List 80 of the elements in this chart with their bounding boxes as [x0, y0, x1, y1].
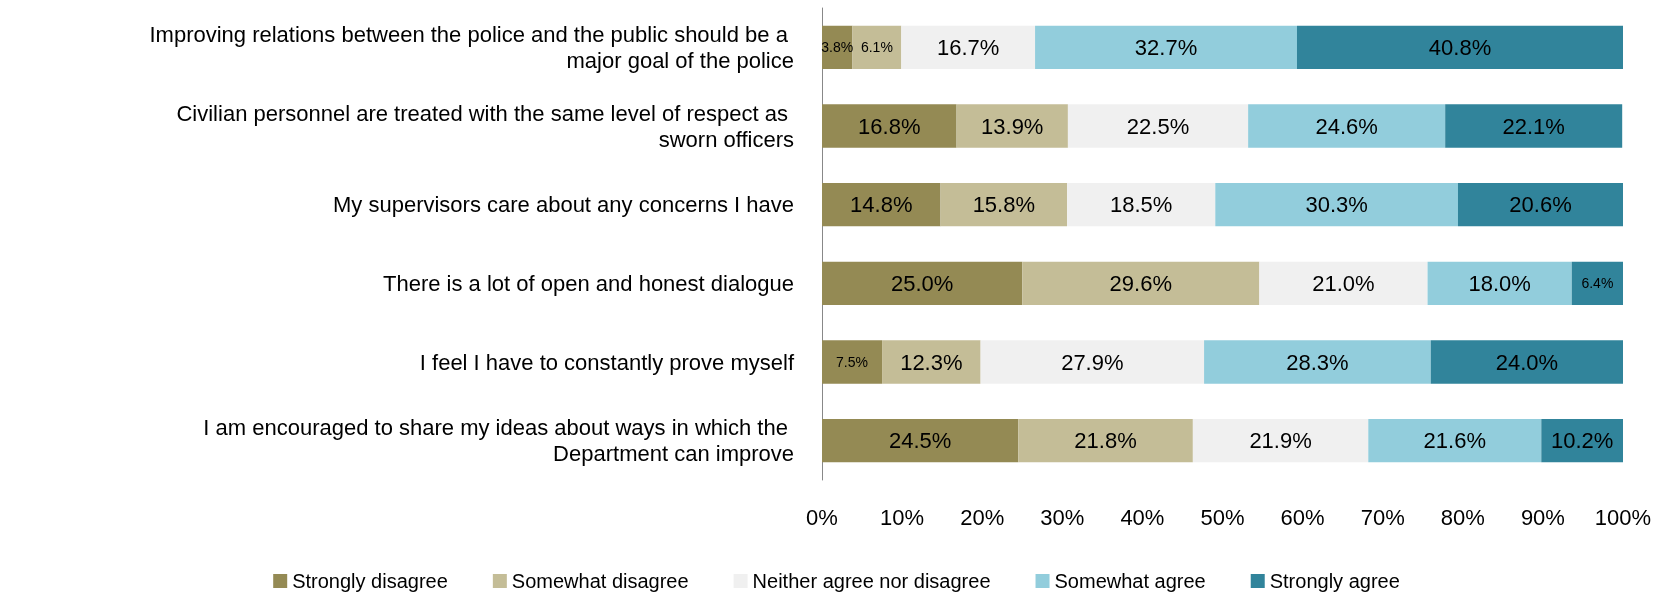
- y-tick-label: Improving relations between the police and the public should be a major goal of the police: [149, 21, 794, 73]
- bar: [1204, 340, 1431, 384]
- bar: [822, 183, 941, 227]
- x-tick-label: 10%: [880, 504, 925, 530]
- bar: [1368, 419, 1542, 463]
- data-label: 13.9%: [981, 113, 1044, 139]
- bar: [1067, 183, 1216, 227]
- bar: [956, 104, 1068, 148]
- legend-label: Somewhat agree: [1054, 570, 1206, 592]
- bar: [1067, 104, 1249, 148]
- bar: [940, 183, 1068, 227]
- legend-label: Neither agree nor disagree: [752, 570, 991, 592]
- data-label: 32.7%: [1134, 34, 1198, 60]
- bar: [1248, 104, 1446, 148]
- data-label: 10.2%: [1550, 428, 1614, 454]
- bar: [822, 104, 957, 148]
- data-label: 28.3%: [1286, 349, 1349, 375]
- bar: [882, 340, 981, 384]
- data-label: 24.0%: [1495, 349, 1559, 375]
- data-label: 7.5%: [836, 354, 868, 370]
- bar: [1022, 261, 1260, 305]
- bar: [1427, 261, 1572, 305]
- x-tick-label: 0%: [806, 504, 838, 530]
- x-tick-label: 50%: [1200, 504, 1245, 530]
- bar: [901, 25, 1036, 69]
- data-label: 14.8%: [850, 192, 913, 218]
- bar: [1457, 183, 1623, 227]
- bar: [822, 261, 1023, 305]
- x-tick-label: 80%: [1440, 504, 1485, 530]
- data-label: 20.6%: [1509, 192, 1572, 218]
- x-tick-label: 70%: [1360, 504, 1405, 530]
- legend-label: Somewhat disagree: [511, 570, 689, 592]
- y-tick-label: My supervisors care about any concerns I have: [332, 192, 794, 218]
- data-label: 18.5%: [1110, 192, 1173, 218]
- y-tick-label: I feel I have to constantly prove myself: [419, 349, 795, 375]
- bar: [1430, 340, 1623, 384]
- data-label: 22.5%: [1126, 113, 1190, 139]
- data-label: 25.0%: [890, 270, 954, 296]
- data-label: 21.6%: [1423, 428, 1486, 454]
- bar: [822, 340, 883, 384]
- bar: [1259, 261, 1428, 305]
- data-label: 22.1%: [1502, 113, 1565, 139]
- data-label: 16.8%: [858, 113, 921, 139]
- data-label: 30.3%: [1305, 192, 1368, 218]
- legend-label: Strongly disagree: [292, 570, 448, 592]
- data-label: 3.8%: [821, 39, 854, 56]
- data-label: 15.8%: [972, 192, 1036, 218]
- x-tick-label: 20%: [960, 504, 1005, 530]
- bar: [1018, 419, 1193, 463]
- bar: [1571, 261, 1623, 305]
- bar: [980, 340, 1205, 384]
- data-label: 21.9%: [1249, 428, 1312, 454]
- x-tick-label: 100%: [1594, 504, 1652, 530]
- y-tick-label: I am encouraged to share my ideas about ways in which the Department can improve: [203, 415, 794, 467]
- bar: [1445, 104, 1623, 148]
- data-label: 12.3%: [900, 349, 963, 375]
- bar: [1192, 419, 1369, 463]
- data-label: 24.6%: [1315, 113, 1378, 139]
- bar: [1296, 25, 1623, 69]
- data-label: 6.1%: [860, 39, 893, 56]
- data-label: 29.6%: [1109, 270, 1172, 296]
- bar: [1035, 25, 1297, 69]
- bar: [822, 419, 1019, 463]
- x-tick-label: 40%: [1120, 504, 1165, 530]
- data-label: 21.0%: [1312, 270, 1375, 296]
- x-tick-label: 30%: [1040, 504, 1085, 530]
- data-label: 6.4%: [1581, 275, 1614, 292]
- x-tick-label: 60%: [1280, 504, 1325, 530]
- bar: [852, 25, 902, 69]
- y-tick-label: There is a lot of open and honest dialogue: [383, 270, 794, 296]
- y-tick-label: Civilian personnel are treated with the same level of respect as sworn officers: [176, 100, 794, 152]
- legend-label: Strongly agree: [1269, 570, 1400, 592]
- data-label: 40.8%: [1428, 34, 1492, 60]
- x-tick-label: 90%: [1520, 504, 1565, 530]
- data-label: 21.8%: [1074, 428, 1137, 454]
- bar: [1215, 183, 1458, 227]
- data-label: 27.9%: [1061, 349, 1124, 375]
- data-label: 18.0%: [1468, 270, 1531, 296]
- data-label: 24.5%: [888, 428, 952, 454]
- data-label: 16.7%: [936, 34, 1000, 60]
